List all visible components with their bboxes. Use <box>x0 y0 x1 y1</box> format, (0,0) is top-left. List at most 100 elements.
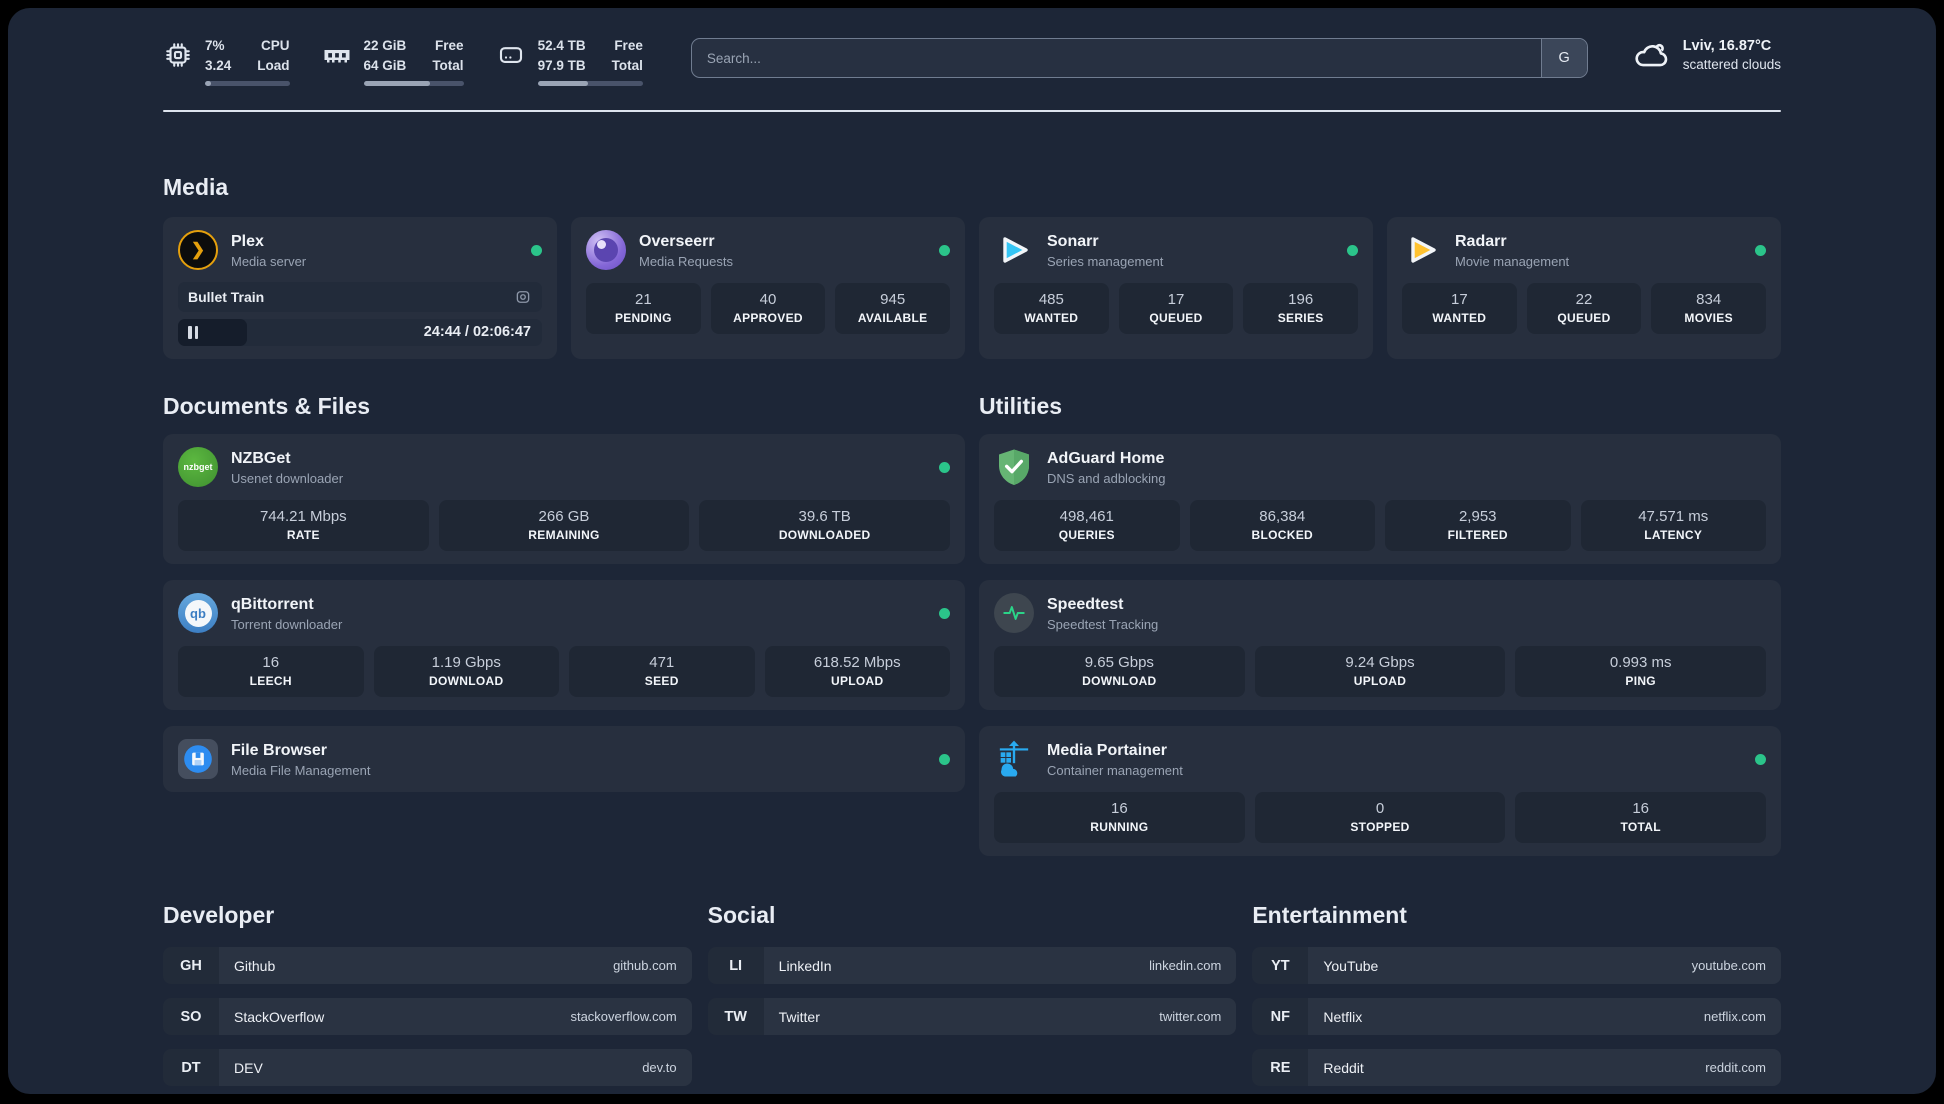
link-name: LinkedIn <box>778 957 832 974</box>
app-subtitle: Speedtest Tracking <box>1047 616 1159 632</box>
plex-now-playing: Bullet Train 24:44 / 02:06:47 <box>178 282 542 347</box>
search-engine-button[interactable]: G <box>1540 39 1587 77</box>
app-name: qBittorrent <box>231 595 314 613</box>
link-dev[interactable]: DT DEV dev.to <box>163 1049 692 1087</box>
header-divider <box>163 110 1781 113</box>
stat-tile: 1.19 Gbps DOWNLOAD <box>373 646 559 698</box>
card-speedtest[interactable]: Speedtest Speedtest Tracking 9.65 Gbps DO… <box>979 580 1781 711</box>
cpu-chip-icon <box>163 40 193 70</box>
now-playing-title: Bullet Train <box>188 289 265 306</box>
speedtest-logo-icon <box>994 593 1034 634</box>
search-bar: G <box>690 38 1588 78</box>
card-overseerr[interactable]: Overseerr Media Requests 21 PENDING 40 APP… <box>571 217 965 360</box>
app-name: NZBGet <box>231 449 291 467</box>
link-name: Netflix <box>1323 1008 1363 1025</box>
playback-time: 24:44 / 02:06:47 <box>423 324 531 341</box>
qbittorrent-logo-icon: qb <box>178 593 218 634</box>
ram-labels: Free Total <box>432 38 464 73</box>
card-nzbget[interactable]: nzbget NZBGet Usenet downloader 744.21 M… <box>163 434 965 565</box>
cloud-icon <box>1632 38 1670 72</box>
app-name: Speedtest <box>1047 595 1124 613</box>
stat-tile: 39.6 TB DOWNLOADED <box>699 500 950 552</box>
status-dot <box>1347 244 1358 256</box>
link-twitter[interactable]: TW Twitter twitter.com <box>707 998 1237 1036</box>
stat-tile: 744.21 Mbps RATE <box>178 500 429 552</box>
ram-progress-fill <box>363 81 430 87</box>
ram-values: 22 GiB 64 GiB <box>363 38 407 73</box>
link-github[interactable]: GH Github github.com <box>163 947 692 985</box>
card-portainer[interactable]: Media Portainer Container management 16 R… <box>979 726 1781 857</box>
link-stackoverflow[interactable]: SO StackOverflow stackoverflow.com <box>163 998 692 1036</box>
section-title-utilities: Utilities <box>979 393 1063 420</box>
app-name: Sonarr <box>1047 232 1099 250</box>
link-abbr: NF <box>1252 998 1309 1036</box>
card-radarr[interactable]: Radarr Movie management 17 WANTED 22 QUEUE… <box>1387 217 1781 360</box>
app-subtitle: DNS and adblocking <box>1047 470 1166 486</box>
cpu-progress-fill <box>205 81 211 87</box>
app-name: Media Portainer <box>1047 741 1168 759</box>
disk-stat: 52.4 TB 97.9 TB Free Total <box>496 36 643 87</box>
stat-tile: 266 GB REMAINING <box>438 500 690 552</box>
stat-tile: 9.24 Gbps UPLOAD <box>1254 646 1506 698</box>
link-youtube[interactable]: YT YouTube youtube.com <box>1252 947 1781 985</box>
search-input[interactable] <box>691 39 1541 77</box>
cpu-labels: CPU Load <box>257 38 290 73</box>
stat-tile: 9.65 Gbps DOWNLOAD <box>994 646 1245 698</box>
ram-icon <box>322 40 352 70</box>
link-reddit[interactable]: RE Reddit reddit.com <box>1252 1049 1781 1087</box>
link-name: Github <box>234 957 276 974</box>
link-netflix[interactable]: NF Netflix netflix.com <box>1252 998 1781 1036</box>
section-title-documents: Documents & Files <box>163 393 371 420</box>
status-dot <box>1755 753 1766 765</box>
cpu-stat: 7% 3.24 CPU Load <box>163 36 290 87</box>
card-filebrowser[interactable]: File Browser Media File Management <box>163 726 965 793</box>
section-title-media: Media <box>163 174 229 201</box>
documents-column: Documents & Files nzbget NZBGet Usenet d… <box>163 393 965 793</box>
app-subtitle: Movie management <box>1455 253 1570 269</box>
stat-tile: 618.52 Mbps UPLOAD <box>764 646 950 698</box>
section-title-social: Social <box>707 902 776 929</box>
card-plex[interactable]: ❯ Plex Media server Bullet Train <box>163 217 557 360</box>
status-dot <box>531 244 542 256</box>
card-adguard[interactable]: AdGuard Home DNS and adblocking 498,461 Q… <box>979 434 1781 565</box>
link-name: YouTube <box>1323 957 1379 974</box>
weather-location: Lviv, 16.87°C <box>1682 38 1772 54</box>
link-url: github.com <box>613 958 677 974</box>
link-linkedin[interactable]: LI LinkedIn linkedin.com <box>707 947 1237 985</box>
link-url: twitter.com <box>1159 1009 1222 1025</box>
card-sonarr[interactable]: Sonarr Series management 485 WANTED 17 QUE… <box>979 217 1373 360</box>
stat-tile: 17 WANTED <box>1402 283 1517 335</box>
stat-tile: 21 PENDING <box>586 283 701 335</box>
link-abbr: DT <box>163 1049 219 1087</box>
app-name: File Browser <box>231 741 328 759</box>
stat-tile: 47.571 ms LATENCY <box>1580 500 1766 552</box>
link-name: StackOverflow <box>234 1008 325 1025</box>
app-name: Overseerr <box>639 232 715 250</box>
radarr-logo-icon <box>1402 230 1442 270</box>
link-abbr: GH <box>163 947 219 985</box>
cpu-progress-bar <box>205 81 290 87</box>
stat-tile: 471 SEED <box>569 646 755 698</box>
ram-stat: 22 GiB 64 GiB Free Total <box>322 36 464 87</box>
pause-icon[interactable] <box>188 326 198 340</box>
playback-elapsed <box>178 319 248 347</box>
status-dot <box>939 244 950 256</box>
system-stats: 7% 3.24 CPU Load <box>163 36 643 87</box>
portainer-logo-icon <box>994 739 1034 779</box>
stat-tile: 945 AVAILABLE <box>835 283 950 335</box>
status-dot <box>939 607 950 619</box>
disk-labels: Free Total <box>611 38 643 73</box>
app-subtitle: Usenet downloader <box>231 470 344 486</box>
section-title-entertainment: Entertainment <box>1252 902 1407 929</box>
card-qbittorrent[interactable]: qb qBittorrent Torrent downloader 16 LEEC… <box>163 580 965 711</box>
ram-progress-bar <box>363 81 464 87</box>
stat-tile: 16 RUNNING <box>994 792 1245 844</box>
filebrowser-logo-icon <box>178 739 218 780</box>
utilities-column: Utilities AdGuard Home <box>979 393 1781 857</box>
sonarr-logo-icon <box>994 230 1034 270</box>
section-title-developer: Developer <box>163 902 275 929</box>
link-abbr: LI <box>707 947 764 985</box>
link-url: stackoverflow.com <box>570 1009 677 1025</box>
plex-logo-icon: ❯ <box>178 230 218 271</box>
hard-drive-icon <box>496 40 526 70</box>
